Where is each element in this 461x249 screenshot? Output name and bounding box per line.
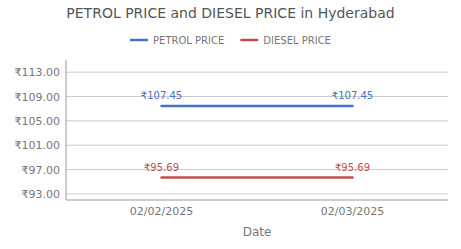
grid-line <box>66 169 448 170</box>
legend-label: DIESEL PRICE <box>263 35 331 46</box>
grid-line <box>66 145 448 146</box>
data-label: ₹95.69 <box>335 162 370 173</box>
grid-line <box>66 120 448 121</box>
chart: PETROL PRICE and DIESEL PRICE in Hyderab… <box>0 0 461 249</box>
legend-item: DIESEL PRICE <box>240 35 331 46</box>
y-tick-label: ₹93.00 <box>22 188 61 201</box>
legend-swatch <box>240 39 258 42</box>
y-tick-label: ₹109.00 <box>15 91 61 104</box>
grid-line <box>66 96 448 97</box>
plot-area <box>162 106 353 178</box>
data-label: ₹107.45 <box>332 90 373 101</box>
legend: PETROL PRICE DIESEL PRICE <box>130 35 331 46</box>
title: PETROL PRICE and DIESEL PRICE in Hyderab… <box>66 5 394 21</box>
y-tick-label: ₹113.00 <box>15 66 61 79</box>
legend-label: PETROL PRICE <box>153 35 224 46</box>
data-label: ₹107.45 <box>141 90 182 101</box>
y-tick-label: ₹105.00 <box>15 115 61 128</box>
x-tick-label: 02/02/2025 <box>130 205 193 218</box>
legend-item: PETROL PRICE <box>130 35 224 46</box>
x-tick-label: 02/03/2025 <box>321 205 384 218</box>
x-axis-label: Date <box>243 225 272 239</box>
grid-line <box>66 72 448 73</box>
y-axis-line <box>66 60 67 200</box>
legend-swatch <box>130 39 148 42</box>
x-axis-line <box>66 200 448 201</box>
data-label: ₹95.69 <box>144 162 179 173</box>
series-line <box>162 176 353 179</box>
y-tick-label: ₹97.00 <box>22 164 61 177</box>
y-tick-label: ₹101.00 <box>15 139 61 152</box>
series-line <box>162 105 353 108</box>
grid-line <box>66 193 448 194</box>
